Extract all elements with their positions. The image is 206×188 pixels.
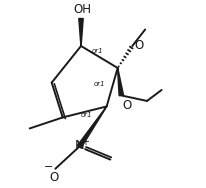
Polygon shape bbox=[77, 106, 107, 148]
Text: OH: OH bbox=[74, 3, 92, 16]
Text: or1: or1 bbox=[92, 49, 104, 55]
Text: +: + bbox=[81, 137, 89, 147]
Text: O: O bbox=[50, 171, 59, 184]
Text: N: N bbox=[74, 139, 84, 152]
Polygon shape bbox=[79, 18, 83, 46]
Text: −: − bbox=[44, 162, 53, 172]
Polygon shape bbox=[118, 68, 124, 96]
Text: or1: or1 bbox=[94, 81, 105, 87]
Text: or1: or1 bbox=[81, 112, 93, 118]
Text: O: O bbox=[134, 39, 143, 52]
Text: O: O bbox=[123, 99, 132, 112]
